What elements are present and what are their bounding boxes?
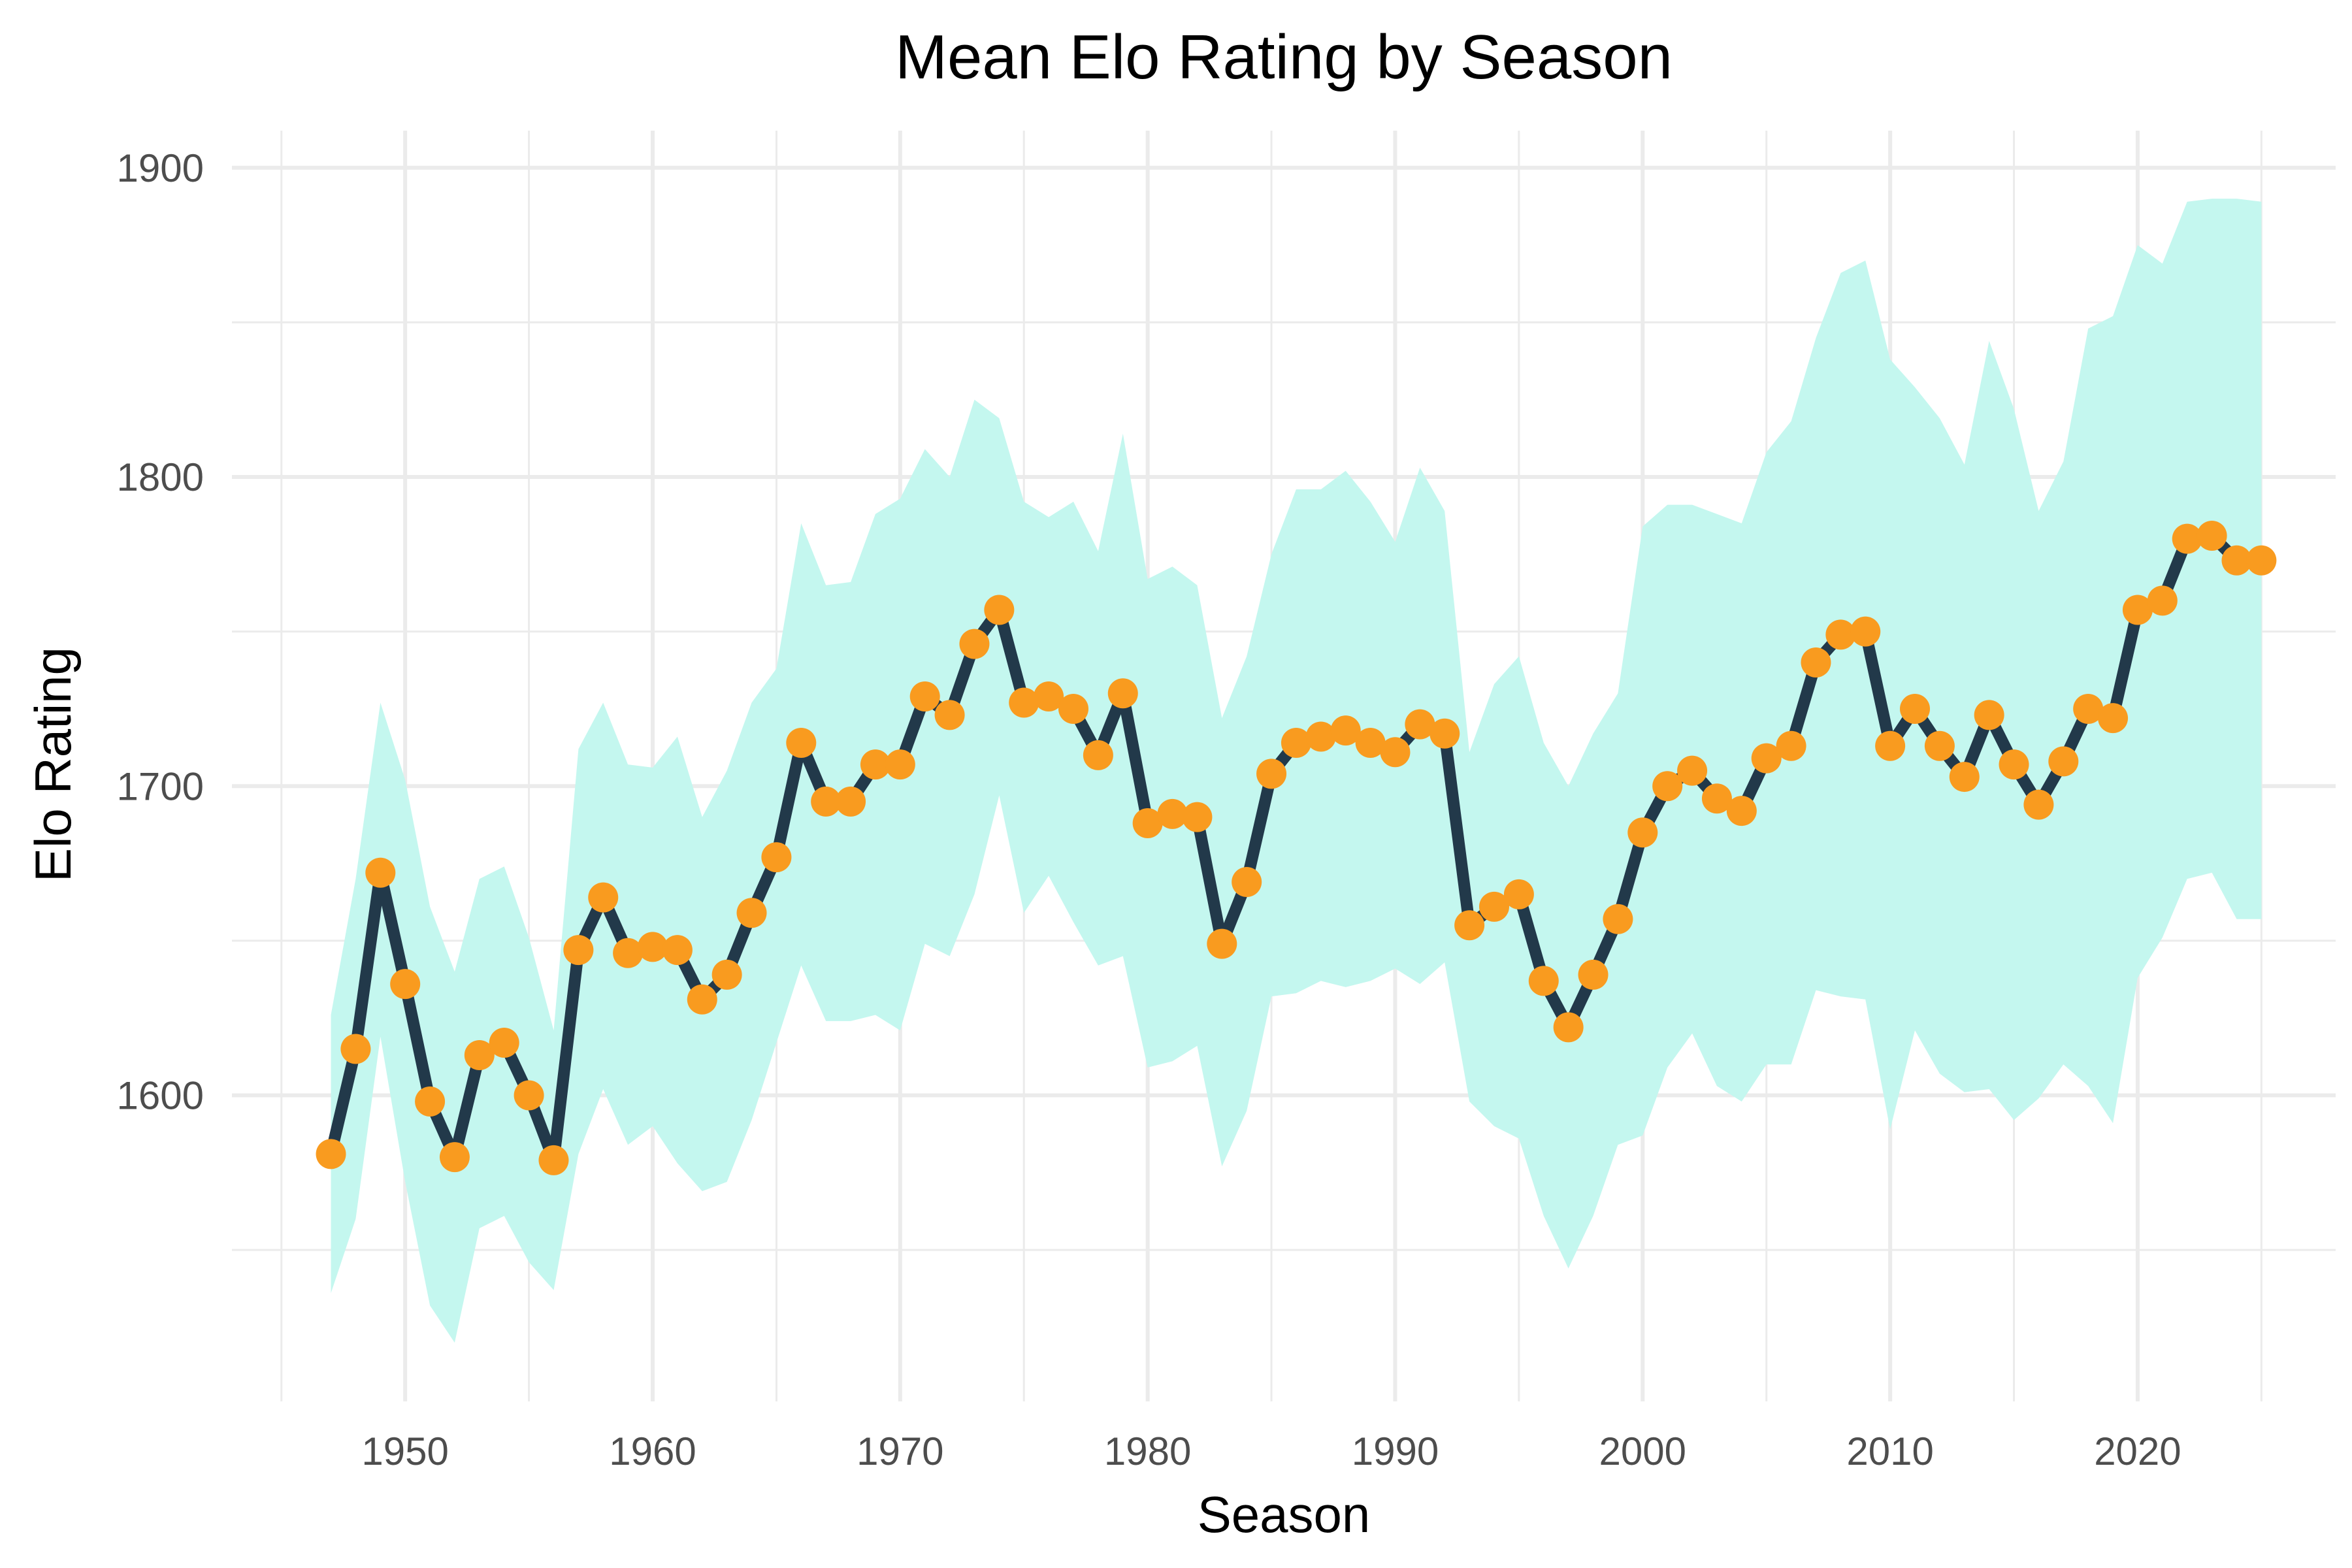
data-point: [1256, 759, 1287, 789]
data-point: [1083, 740, 1113, 770]
data-point: [1281, 728, 1311, 759]
data-point: [2147, 585, 2178, 616]
data-point: [1974, 700, 2004, 730]
x-tick-label: 1980: [1104, 1429, 1191, 1473]
data-point: [340, 1034, 371, 1064]
data-point: [638, 932, 668, 962]
x-tick-label: 1990: [1352, 1429, 1439, 1473]
data-point: [1528, 966, 1559, 996]
y-tick-label: 1900: [117, 146, 204, 190]
x-tick-labels: 1950 1960 1970 1980 1990 2000 2010 2020: [361, 1429, 2181, 1473]
data-point: [984, 595, 1015, 625]
data-point: [439, 1142, 470, 1173]
data-point: [1999, 749, 2029, 780]
rating-range-band: [331, 199, 2262, 1343]
data-point: [1454, 910, 1485, 941]
data-point: [687, 984, 717, 1015]
data-point: [786, 728, 817, 759]
data-point: [2098, 703, 2129, 734]
data-point: [1503, 879, 1534, 909]
data-points: [316, 520, 2277, 1175]
data-point: [1776, 730, 1806, 761]
data-point: [538, 1145, 569, 1175]
data-point: [959, 629, 990, 659]
data-point: [1578, 959, 1609, 990]
data-point: [2023, 789, 2054, 820]
data-point: [860, 749, 890, 780]
data-point: [2172, 523, 2202, 554]
chart-title: Mean Elo Rating by Season: [895, 22, 1673, 92]
data-point: [1479, 891, 1509, 922]
data-point: [1380, 737, 1411, 768]
data-point: [811, 786, 841, 817]
data-point: [489, 1028, 519, 1058]
data-point: [1603, 904, 1633, 934]
x-tick-label: 2010: [1846, 1429, 1933, 1473]
data-point: [2122, 595, 2153, 625]
y-tick-labels: 1600 1700 1800 1900: [117, 146, 204, 1118]
data-point: [1875, 730, 1906, 761]
data-point: [1405, 709, 1435, 740]
x-tick-label: 2000: [1599, 1429, 1686, 1473]
data-point: [1429, 718, 1460, 749]
data-point: [390, 969, 421, 1000]
data-point: [1677, 755, 1708, 786]
data-point: [1726, 796, 1757, 826]
data-point: [761, 842, 792, 873]
data-point: [1107, 678, 1138, 709]
data-point: [415, 1086, 446, 1117]
x-tick-label: 1960: [609, 1429, 696, 1473]
data-point: [365, 857, 396, 888]
data-point: [464, 1039, 495, 1070]
data-point: [2221, 545, 2252, 576]
data-point: [1701, 783, 1732, 814]
data-point: [1900, 693, 1930, 724]
data-point: [1305, 721, 1336, 752]
data-point: [1058, 693, 1088, 724]
y-axis-title: Elo Rating: [24, 647, 82, 882]
data-point: [316, 1139, 346, 1169]
data-point: [909, 681, 940, 712]
data-point: [1182, 802, 1213, 832]
x-axis-title: Season: [1198, 1486, 1371, 1543]
data-point: [514, 1080, 544, 1111]
data-point: [1232, 866, 1262, 897]
data-point: [885, 749, 915, 780]
data-point: [934, 700, 965, 730]
data-point: [563, 935, 594, 966]
data-point: [1355, 728, 1386, 759]
data-point: [1924, 730, 1955, 761]
data-point: [1132, 808, 1163, 839]
x-tick-label: 1970: [857, 1429, 943, 1473]
y-tick-label: 1600: [117, 1073, 204, 1117]
data-point: [2197, 520, 2227, 551]
data-point: [1825, 619, 1856, 650]
data-point: [662, 935, 693, 966]
data-point: [1034, 681, 1064, 712]
data-point: [711, 959, 742, 990]
data-point: [1801, 647, 1831, 678]
y-tick-label: 1800: [117, 455, 204, 499]
data-point: [1553, 1012, 1584, 1043]
data-point: [588, 882, 619, 913]
data-point: [1949, 762, 1980, 792]
data-point: [1751, 743, 1782, 774]
data-point: [1009, 687, 1039, 718]
data-point: [1850, 616, 1881, 647]
data-point: [1652, 771, 1683, 802]
data-point: [1157, 798, 1188, 829]
data-point: [836, 786, 866, 817]
data-point: [2246, 545, 2277, 576]
data-point: [2048, 746, 2079, 777]
data-point: [736, 898, 767, 928]
data-point: [2073, 693, 2104, 724]
data-point: [613, 938, 644, 968]
data-point: [1627, 817, 1658, 848]
data-point: [1207, 928, 1237, 959]
data-point: [1330, 715, 1361, 746]
y-tick-label: 1700: [117, 764, 204, 808]
x-tick-label: 1950: [361, 1429, 448, 1473]
x-tick-label: 2020: [2094, 1429, 2181, 1473]
